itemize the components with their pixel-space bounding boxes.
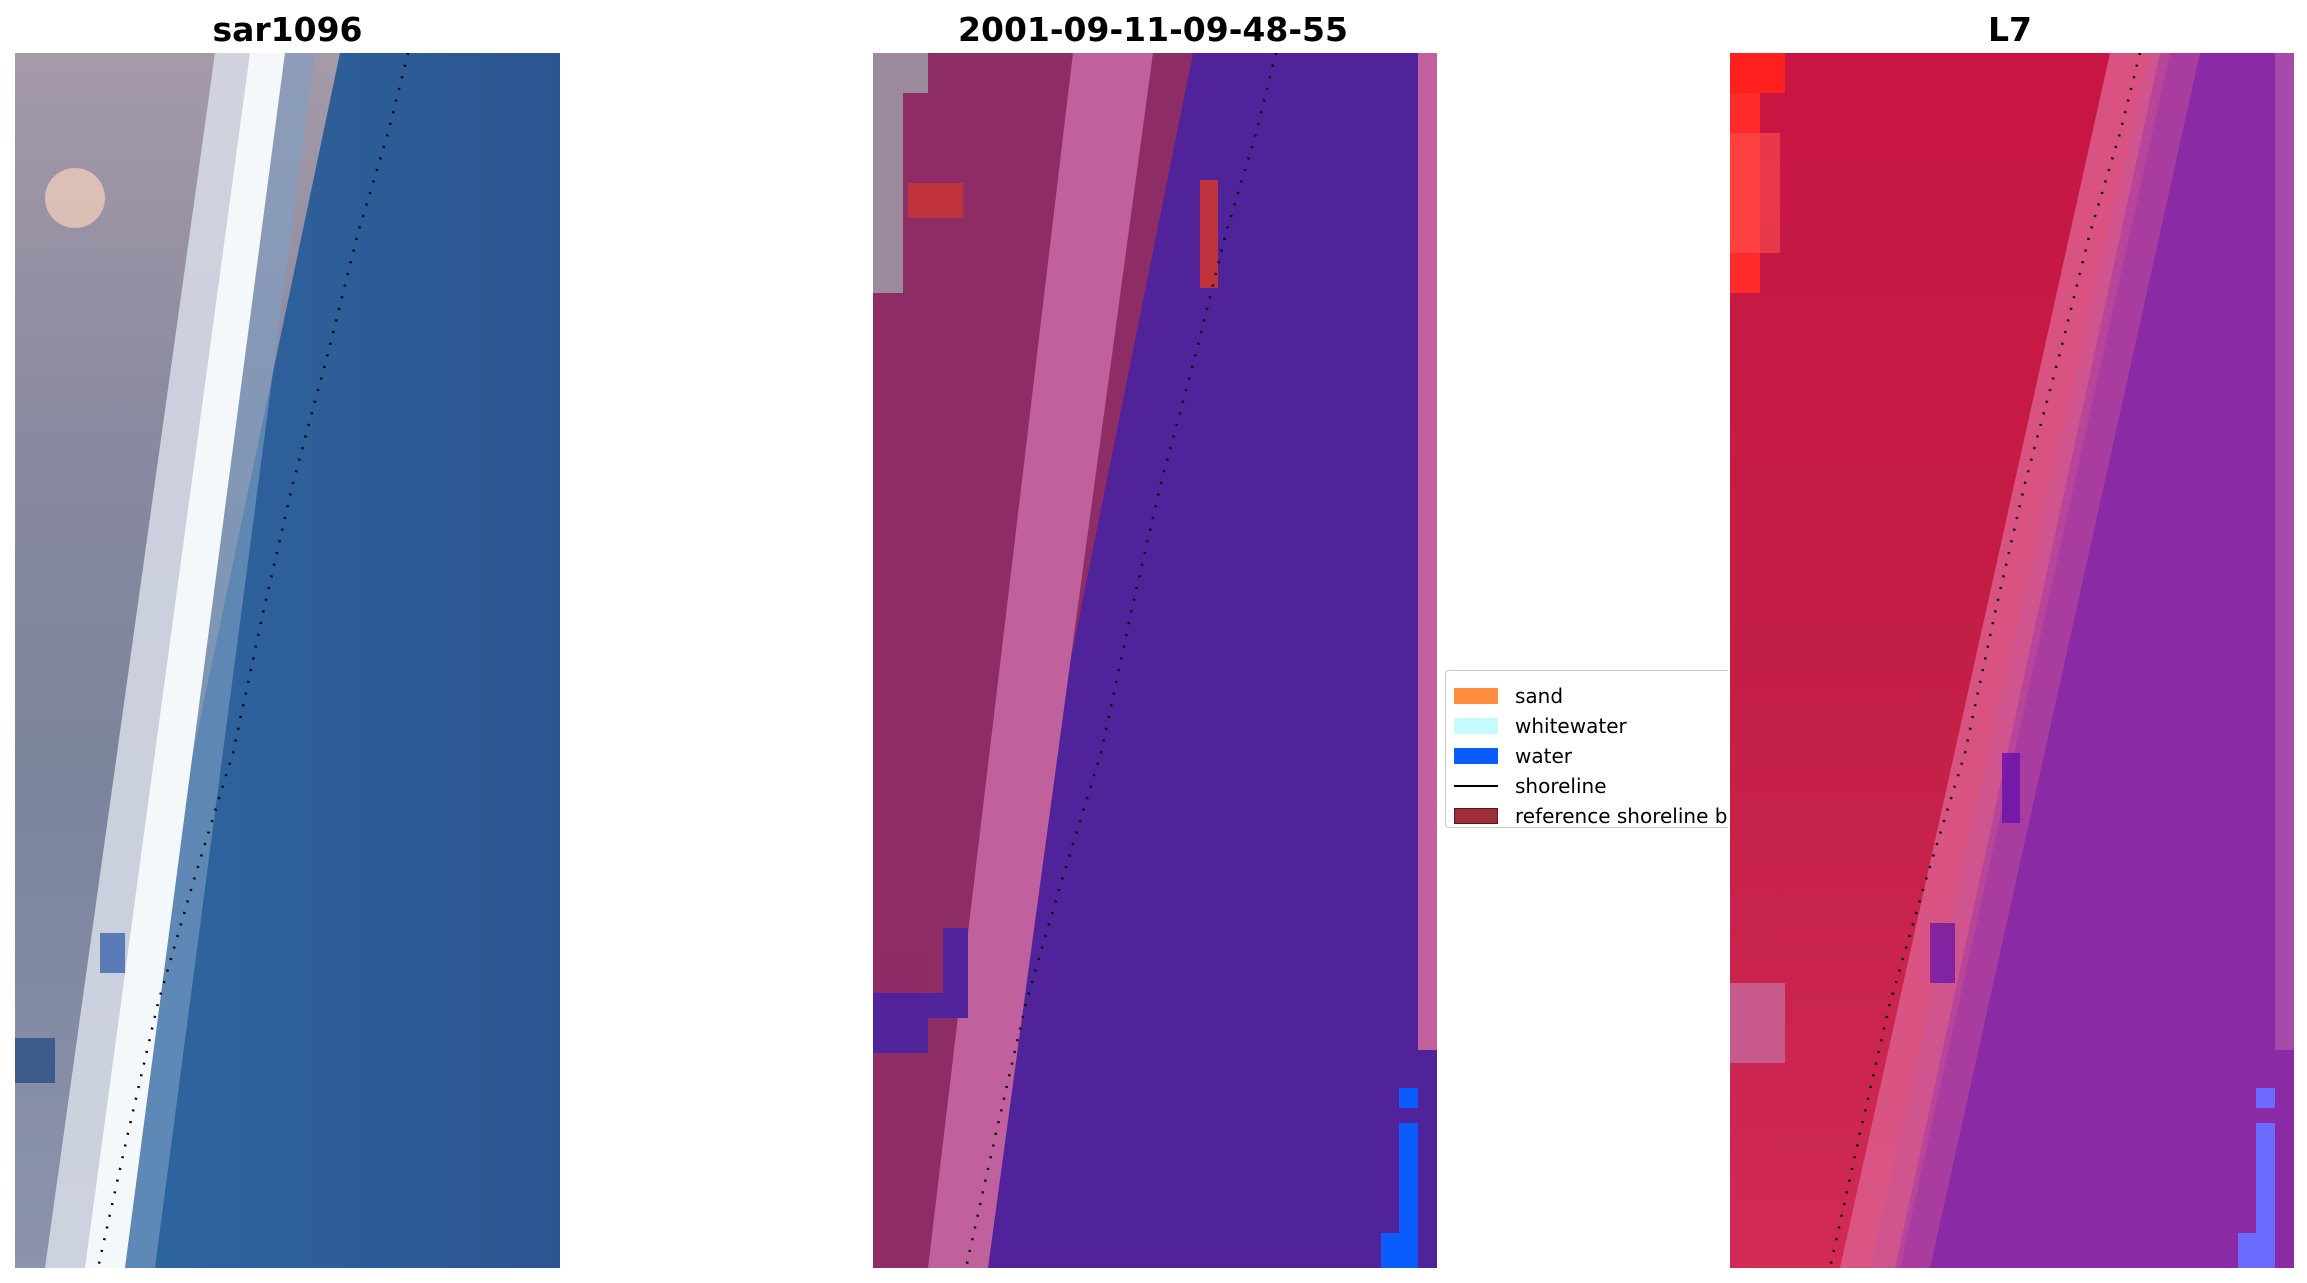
legend-item-sand: sand (1454, 683, 1563, 709)
panel-title-mndwi-image: L7 (1988, 10, 2032, 49)
legend-item-whitewater: whitewater (1454, 713, 1627, 739)
panel-title-classified-image: 2001-09-11-09-48-55 (958, 10, 1348, 49)
satellite-rgb-image (15, 53, 560, 1268)
legend-label-water: water (1515, 744, 1572, 768)
legend-label-shoreline: shoreline (1515, 774, 1607, 798)
legend-swatch-water (1454, 748, 1498, 764)
panel-title-satellite-image: sar1096 (212, 10, 363, 49)
legend-swatch-sand (1454, 688, 1498, 704)
legend-label-sand: sand (1515, 684, 1564, 708)
index-image (1730, 53, 2294, 1268)
legend-label-reference-shoreline: reference shoreline b (1515, 804, 1728, 828)
legend-item-water: water (1454, 743, 1572, 769)
legend-swatch-whitewater (1454, 718, 1498, 734)
legend-item-reference-shoreline: reference shoreline b (1454, 803, 1728, 828)
classified-image (873, 53, 1437, 1268)
legend-label-whitewater: whitewater (1515, 714, 1627, 738)
legend-swatch-reference-shoreline (1454, 808, 1498, 824)
legend-line-shoreline (1454, 784, 1498, 788)
legend: sand whitewater water shoreline referenc… (1445, 670, 1728, 828)
legend-item-shoreline: shoreline (1454, 773, 1607, 799)
